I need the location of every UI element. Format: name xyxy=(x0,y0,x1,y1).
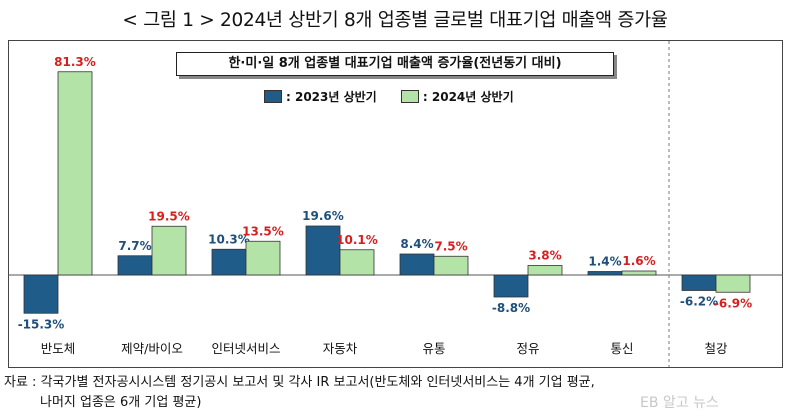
data-label-2024-7: -6.9% xyxy=(714,296,752,310)
bar-2024-2 xyxy=(245,240,281,276)
bar-2024-4 xyxy=(433,255,469,276)
source-line-1: 자료 : 각국가별 전자공시시스템 정기공시 보고서 및 각사 IR 보고서(반… xyxy=(4,375,595,390)
bar-2024-7 xyxy=(715,274,751,293)
data-label-2023-5: -8.8% xyxy=(492,301,530,315)
figure-title: < 그림 1 > 2024년 상반기 8개 업종별 글로벌 대표기업 매출액 증… xyxy=(122,10,668,31)
watermark: EB 알고 뉴스 xyxy=(640,395,719,411)
data-label-2024-2: 13.5% xyxy=(242,224,284,238)
bar-2023-7 xyxy=(681,274,717,291)
data-label-2023-0: -15.3% xyxy=(18,317,65,331)
category-label-7: 철강 xyxy=(704,341,728,356)
category-label-0: 반도체 xyxy=(41,341,76,356)
bar-2023-2 xyxy=(211,248,247,276)
legend-item-2023: : 2023년 상반기 xyxy=(264,88,377,105)
bar-2024-0 xyxy=(57,71,93,276)
data-label-2023-2: 10.3% xyxy=(208,232,250,246)
category-label-2: 인터넷서비스 xyxy=(211,341,280,356)
data-label-2024-1: 19.5% xyxy=(148,209,190,223)
data-label-2024-3: 10.1% xyxy=(336,233,378,247)
legend-swatch-2023 xyxy=(264,90,282,103)
data-label-2024-5: 3.8% xyxy=(528,249,561,263)
chart-title: 한·미·일 8개 업종별 대표기업 매출액 증가율(전년동기 대비) xyxy=(176,52,614,76)
data-label-2024-0: 81.3% xyxy=(54,55,96,69)
category-label-6: 통신 xyxy=(610,341,633,356)
data-label-2024-6: 1.6% xyxy=(622,254,655,268)
bar-2023-0 xyxy=(23,274,59,314)
chart-legend: : 2023년 상반기 : 2024년 상반기 xyxy=(264,88,534,106)
data-label-2023-6: 1.4% xyxy=(588,255,621,269)
data-label-2023-7: -6.2% xyxy=(680,295,718,309)
category-label-1: 제약/바이오 xyxy=(121,341,183,356)
bar-2023-1 xyxy=(117,255,153,276)
data-label-2023-4: 8.4% xyxy=(400,237,433,251)
bar-2023-3 xyxy=(305,225,341,276)
bar-2023-5 xyxy=(493,274,529,298)
bar-2023-4 xyxy=(399,253,435,276)
source-note: 자료 : 각국가별 전자공시시스템 정기공시 보고서 및 각사 IR 보고서(반… xyxy=(4,373,595,413)
data-label-2023-1: 7.7% xyxy=(118,239,151,253)
bar-2024-1 xyxy=(151,225,187,276)
bar-2024-3 xyxy=(339,249,375,276)
legend-label-2024: : 2024년 상반기 xyxy=(422,90,514,104)
bar-2023-6 xyxy=(587,271,623,276)
legend-label-2023: : 2023년 상반기 xyxy=(286,90,377,104)
chart-frame xyxy=(8,40,783,368)
bar-2024-5 xyxy=(527,265,563,276)
data-label-2023-3: 19.6% xyxy=(302,209,344,223)
category-label-3: 자동차 xyxy=(323,341,358,356)
legend-swatch-2024 xyxy=(400,90,419,103)
bar-2024-6 xyxy=(621,270,657,276)
data-label-2024-4: 7.5% xyxy=(434,239,467,253)
source-line-2: 나머지 업종은 6개 기업 평균) xyxy=(40,395,202,410)
category-label-5: 정유 xyxy=(516,341,539,356)
legend-item-2024: : 2024년 상반기 xyxy=(400,88,514,105)
category-label-4: 유통 xyxy=(422,341,445,356)
